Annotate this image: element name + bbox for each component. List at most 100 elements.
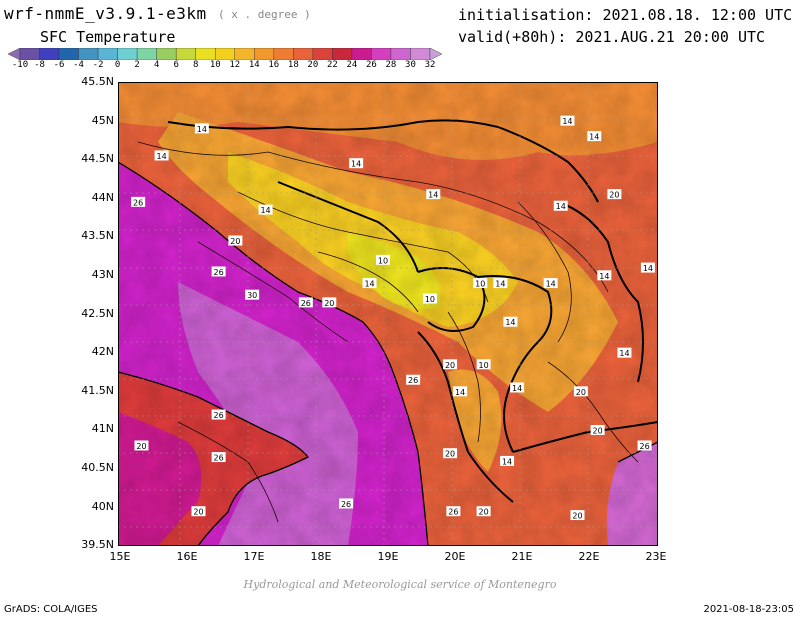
svg-text:26: 26 bbox=[214, 411, 224, 420]
svg-text:26: 26 bbox=[639, 442, 649, 451]
isotherm-label: 14 bbox=[640, 262, 655, 273]
colorbar-tick-label: 4 bbox=[153, 60, 160, 70]
graticule bbox=[118, 82, 658, 546]
svg-text:14: 14 bbox=[502, 457, 512, 466]
isotherm-label: 20 bbox=[573, 386, 588, 397]
longitude-label: 19E bbox=[377, 550, 399, 563]
colorbar-swatch bbox=[58, 48, 79, 60]
colorbar-tick-label: 10 bbox=[209, 60, 221, 70]
svg-text:14: 14 bbox=[599, 272, 609, 281]
colorbar-tick-label: 26 bbox=[366, 60, 377, 70]
colorbar-tick-label: -8 bbox=[34, 60, 45, 70]
svg-text:14: 14 bbox=[495, 280, 505, 289]
latitude-label: 42N bbox=[91, 345, 114, 359]
colorbar-swatch bbox=[293, 48, 314, 60]
colorbar-tick-label: 18 bbox=[287, 60, 299, 70]
colorbar-tick-label: 22 bbox=[326, 60, 338, 70]
isotherm-label: 20 bbox=[570, 510, 585, 521]
colorbar-swatch bbox=[195, 48, 216, 60]
colorbar-swatch bbox=[117, 48, 138, 60]
svg-text:14: 14 bbox=[428, 191, 438, 200]
isotherm-label: 26 bbox=[298, 297, 313, 308]
variable-title: SFC Temperature bbox=[40, 28, 176, 46]
svg-text:20: 20 bbox=[445, 450, 455, 459]
svg-text:14: 14 bbox=[546, 280, 556, 289]
isotherm-contours bbox=[137, 141, 639, 523]
colorbar-tick-label: -2 bbox=[92, 60, 104, 70]
colorbar-swatch bbox=[39, 48, 60, 60]
colorbar-tick-label: -6 bbox=[53, 60, 65, 70]
units-label: ( x . degree ) bbox=[218, 8, 311, 21]
latitude-label: 42.5N bbox=[81, 306, 114, 320]
isotherm-label: 14 bbox=[493, 278, 508, 289]
colorbar-tick-label: 14 bbox=[248, 60, 260, 70]
isotherm-label: 26 bbox=[131, 196, 146, 207]
isotherm-label: 10 bbox=[473, 278, 488, 289]
svg-text:14: 14 bbox=[643, 264, 653, 273]
longitude-label: 18E bbox=[310, 550, 332, 563]
longitude-label: 20E bbox=[444, 550, 466, 563]
svg-text:30: 30 bbox=[247, 291, 257, 300]
latitude-label: 40.5N bbox=[81, 461, 114, 474]
isotherm-label: 26 bbox=[211, 452, 226, 463]
colorbar-swatch bbox=[8, 48, 21, 60]
svg-text:20: 20 bbox=[324, 299, 334, 308]
isotherm-label: 10 bbox=[375, 254, 390, 265]
longitude-label: 23E bbox=[645, 550, 667, 563]
isotherm-label: 14 bbox=[597, 270, 612, 281]
longitude-label: 17E bbox=[243, 550, 265, 563]
isotherm-label: 14 bbox=[560, 115, 575, 126]
colorbar-tick-label: 0 bbox=[114, 60, 121, 70]
isotherm-label: 30 bbox=[245, 289, 260, 300]
mottle-texture bbox=[118, 82, 658, 546]
svg-text:26: 26 bbox=[341, 500, 351, 509]
isotherm-label: 14 bbox=[510, 382, 525, 393]
svg-text:20: 20 bbox=[193, 508, 203, 517]
longitude-label: 15E bbox=[109, 550, 131, 563]
svg-text:14: 14 bbox=[556, 202, 566, 211]
colorbar-tick-label: 6 bbox=[173, 60, 179, 70]
colorbar-tick-label: -10 bbox=[11, 60, 29, 70]
svg-text:26: 26 bbox=[301, 299, 311, 308]
isotherm-label: 14 bbox=[453, 386, 468, 397]
balkan-coastline bbox=[118, 161, 429, 546]
colorbar-tick-label: 16 bbox=[268, 60, 280, 70]
isotherm-label: 20 bbox=[443, 448, 458, 459]
colorbar-tick-label: 8 bbox=[192, 60, 199, 70]
latitude-label: 41N bbox=[91, 422, 114, 436]
initialisation-time: initialisation: 2021.08.18. 12:00 UTC bbox=[458, 6, 793, 24]
colorbar-swatch bbox=[97, 48, 118, 60]
svg-text:14: 14 bbox=[505, 318, 515, 327]
aegean-coastline bbox=[617, 441, 658, 463]
colorbar bbox=[8, 48, 442, 60]
svg-text:20: 20 bbox=[445, 361, 455, 370]
isotherm-label: 20 bbox=[228, 235, 243, 246]
svg-text:14: 14 bbox=[197, 125, 207, 134]
svg-text:26: 26 bbox=[133, 198, 143, 207]
colorbar-tick-label: 32 bbox=[424, 60, 436, 70]
isotherm-label: 26 bbox=[339, 498, 354, 509]
colorbar-tick-label: 20 bbox=[307, 60, 319, 70]
isotherm-label: 10 bbox=[476, 359, 491, 370]
isotherm-label: 10 bbox=[422, 293, 437, 304]
latitude-label: 44.5N bbox=[81, 152, 114, 166]
isotherm-label: 14 bbox=[362, 278, 377, 289]
svg-text:14: 14 bbox=[364, 280, 374, 289]
svg-text:20: 20 bbox=[576, 388, 586, 397]
colorbar-swatch bbox=[332, 48, 353, 60]
isotherm-label: 14 bbox=[553, 200, 568, 211]
colorbar-swatch bbox=[19, 48, 40, 60]
grads-label: GrADS: COLA/IGES bbox=[4, 604, 98, 615]
colorbar-swatch bbox=[351, 48, 372, 60]
latitude-label: 39.5N bbox=[81, 538, 114, 552]
svg-text:14: 14 bbox=[589, 133, 599, 142]
isotherm-label: 26 bbox=[406, 374, 421, 385]
isotherm-label: 14 bbox=[617, 347, 632, 358]
isotherm-label: 20 bbox=[322, 297, 337, 308]
svg-text:10: 10 bbox=[378, 256, 388, 265]
svg-text:20: 20 bbox=[230, 237, 240, 246]
longitude-label: 21E bbox=[511, 550, 533, 563]
isotherm-label: 14 bbox=[194, 123, 209, 134]
isotherm-label: 20 bbox=[607, 189, 622, 200]
svg-text:14: 14 bbox=[562, 117, 572, 126]
